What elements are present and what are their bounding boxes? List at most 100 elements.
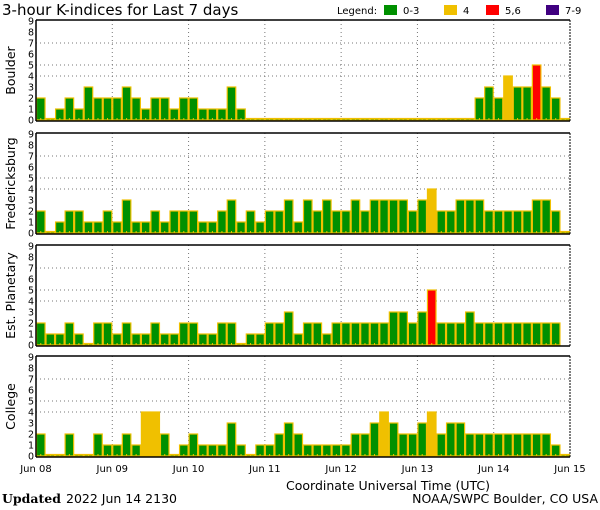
bar: [112, 97, 122, 121]
bar: [293, 433, 304, 457]
x-tick-label: Jun 11: [248, 464, 281, 475]
y-tick-label: 5: [28, 174, 34, 185]
bar: [503, 322, 513, 346]
bar: [512, 433, 523, 457]
x-axis-label: Coordinate Universal Time (UTC): [286, 478, 490, 493]
bar: [503, 433, 513, 457]
y-tick-label: 4: [28, 408, 34, 419]
bar: [121, 199, 132, 234]
source-credit: NOAA/SWPC Boulder, CO USA: [412, 491, 598, 506]
bar: [465, 199, 475, 234]
bar: [379, 199, 389, 234]
bar: [407, 210, 418, 234]
bar: [531, 322, 542, 346]
bar: [398, 199, 408, 234]
x-tick-label: Jun 10: [172, 464, 205, 475]
bar: [541, 199, 552, 234]
legend: Legend: 0-3 4 5,6 7-9: [337, 5, 581, 17]
y-tick-label: 3: [28, 83, 34, 94]
bar: [169, 210, 180, 234]
bar: [484, 86, 494, 121]
bar: [369, 199, 380, 234]
bar: [465, 311, 475, 346]
bar: [188, 210, 199, 234]
bar: [178, 210, 189, 234]
bar: [407, 433, 418, 457]
bar: [503, 75, 513, 121]
bar: [102, 322, 113, 346]
bar: [360, 433, 370, 457]
bar: [341, 210, 351, 234]
bar: [541, 322, 552, 346]
legend-swatch: [486, 5, 499, 15]
bar: [93, 322, 103, 346]
bar: [350, 199, 361, 234]
bar: [188, 433, 199, 457]
y-tick-label: 2: [28, 319, 34, 330]
y-tick-label: 3: [28, 308, 34, 319]
y-tick-label: 8: [28, 253, 34, 264]
bar: [150, 97, 161, 121]
bar: [550, 97, 561, 121]
bar: [121, 322, 132, 346]
bar: [83, 86, 94, 121]
bar: [35, 322, 46, 346]
legend-entry-label: 4: [463, 6, 469, 17]
x-tick-label: Jun 15: [553, 464, 586, 475]
updated-label: Updated: [2, 491, 61, 506]
bar: [35, 210, 46, 234]
y-tick-label: 6: [28, 386, 34, 397]
bar: [188, 97, 199, 121]
bar: [445, 422, 456, 457]
y-tick-label: 0: [28, 452, 34, 463]
bar: [484, 210, 494, 234]
bar: [369, 322, 380, 346]
bar: [178, 322, 189, 346]
bar: [121, 86, 132, 121]
bar: [159, 97, 170, 121]
y-tick-label: 0: [28, 116, 34, 127]
y-tick-label: 3: [28, 419, 34, 430]
y-tick-label: 4: [28, 185, 34, 196]
legend-swatch: [546, 5, 559, 15]
bar: [302, 322, 313, 346]
bar: [64, 210, 75, 234]
bar: [131, 97, 141, 121]
legend-entry-label: 0-3: [403, 6, 419, 17]
bar: [398, 311, 408, 346]
bar: [445, 322, 456, 346]
x-tick-label: Jun 08: [19, 464, 52, 475]
bar: [360, 210, 370, 234]
bar: [93, 97, 103, 121]
y-tick-label: 3: [28, 196, 34, 207]
y-tick-label: 5: [28, 397, 34, 408]
bar: [484, 322, 494, 346]
bar: [93, 433, 103, 457]
bar: [331, 210, 342, 234]
y-tick-label: 1: [28, 441, 34, 452]
bar: [312, 210, 323, 234]
x-tick-label: Jun 09: [96, 464, 129, 475]
bar: [455, 199, 466, 234]
bar: [407, 322, 418, 346]
panels: 0123456789Boulder0123456789Fredericksbur…: [3, 17, 571, 463]
bar: [541, 433, 552, 457]
bar: [150, 411, 161, 457]
bar: [321, 199, 332, 234]
bar: [264, 210, 275, 234]
bar: [445, 210, 456, 234]
y-tick-label: 4: [28, 72, 34, 83]
bar: [274, 322, 285, 346]
y-tick-label: 7: [28, 375, 34, 386]
bar: [388, 199, 399, 234]
y-tick-label: 5: [28, 61, 34, 72]
y-tick-label: 7: [28, 39, 34, 50]
bar: [522, 433, 532, 457]
bar: [436, 210, 447, 234]
bar: [217, 322, 227, 346]
bar: [522, 86, 532, 121]
x-tick-label: Jun 13: [401, 464, 434, 475]
y-tick-label: 0: [28, 341, 34, 352]
bar: [417, 311, 428, 346]
